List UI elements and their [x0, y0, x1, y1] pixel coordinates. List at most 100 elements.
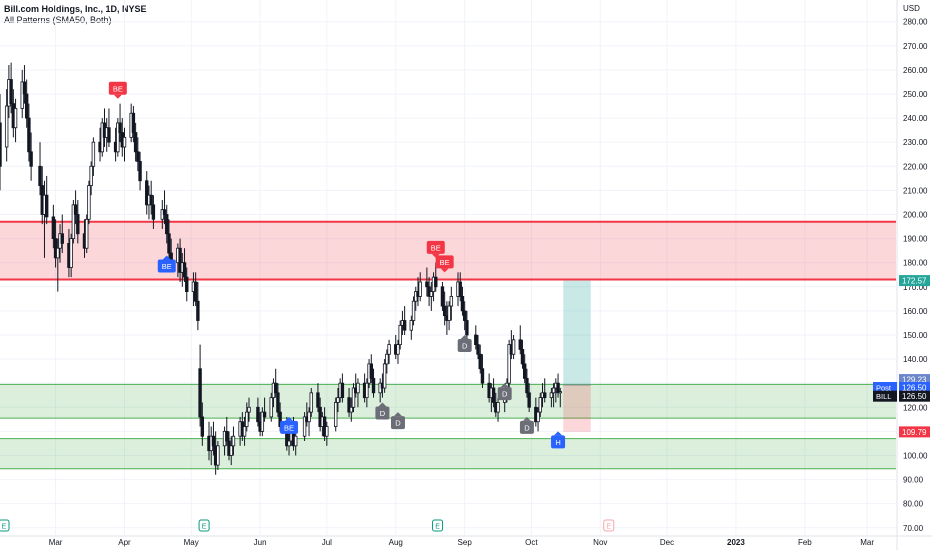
pattern-marker-pointer — [285, 416, 294, 421]
candle — [556, 373, 560, 398]
pattern-marker-d[interactable]: D — [390, 412, 405, 430]
pattern-marker-pointer — [500, 383, 509, 388]
candle — [523, 354, 527, 384]
candle — [69, 233, 73, 278]
pattern-marker-pointer — [162, 255, 171, 260]
pattern-marker-label: D — [380, 409, 386, 418]
candle-body — [447, 305, 451, 321]
pattern-marker-be[interactable]: BE — [157, 255, 176, 273]
pattern-marker-be[interactable]: BE — [435, 255, 454, 273]
candle — [558, 387, 562, 408]
candle-body — [269, 397, 273, 418]
candle-body — [496, 402, 500, 413]
candle — [38, 142, 42, 196]
candle — [149, 180, 153, 215]
candle-body — [474, 334, 478, 346]
pattern-marker-be[interactable]: BE — [280, 416, 299, 434]
candle-body — [425, 281, 429, 288]
candle — [276, 383, 280, 417]
position-profit-zone — [563, 280, 591, 386]
earnings-marker[interactable]: E — [603, 519, 615, 532]
candle-body — [518, 339, 522, 350]
pattern-marker-d[interactable]: D — [375, 402, 390, 420]
price-label-post: Post 126.50 — [873, 382, 930, 394]
candle-body — [245, 411, 249, 427]
x-tick-label: Dec — [660, 538, 674, 547]
candle-body — [85, 218, 89, 249]
candle-body — [491, 387, 496, 403]
pattern-marker-d[interactable]: D — [497, 383, 512, 401]
pattern-marker-pointer — [460, 334, 469, 339]
earnings-marker[interactable]: E — [198, 519, 210, 532]
candle-body — [369, 363, 373, 379]
candle-body — [307, 411, 311, 423]
candle — [398, 320, 402, 350]
candle-body — [231, 435, 236, 447]
price-label-bill: BILL 126.50 — [873, 390, 930, 402]
indicator-label[interactable]: All Patterns (SMA50, Both) — [4, 15, 112, 25]
earnings-marker[interactable]: E — [432, 519, 444, 532]
candle-body — [273, 382, 278, 394]
candle-body — [347, 397, 351, 413]
y-tick-label: 120.00 — [903, 403, 928, 412]
y-tick-label: 90.00 — [903, 476, 924, 485]
candle — [349, 397, 353, 422]
candle — [449, 286, 454, 321]
x-tick-label: Mar — [49, 538, 63, 547]
candle-body — [260, 411, 265, 432]
earnings-marker-label: E — [2, 524, 7, 531]
y-tick-label: 160.00 — [903, 307, 928, 316]
pattern-marker-label: BE — [284, 423, 294, 432]
candle-body — [149, 194, 153, 206]
candle — [162, 190, 167, 225]
candle-body — [138, 161, 142, 182]
pattern-marker-d[interactable]: D — [457, 334, 472, 352]
candle — [133, 122, 138, 162]
candle-body — [242, 426, 247, 437]
earnings-marker-box — [198, 519, 210, 532]
candle-body — [145, 180, 149, 206]
pattern-marker-h[interactable]: H — [551, 431, 566, 449]
candle — [262, 397, 267, 422]
pattern-marker-be[interactable]: BE — [426, 240, 445, 258]
candle — [309, 387, 313, 417]
candle — [447, 301, 451, 331]
price-label-tag-text: Post — [876, 384, 892, 393]
pattern-marker-label: D — [462, 341, 468, 350]
candle-body — [507, 344, 511, 384]
candle-body — [429, 291, 434, 297]
x-tick-label: Feb — [798, 538, 812, 547]
earnings-marker[interactable]: E — [0, 519, 10, 532]
candle — [402, 306, 407, 335]
candle — [225, 416, 229, 446]
pattern-marker-pointer — [431, 253, 440, 258]
pattern-marker-be[interactable]: BE — [108, 81, 127, 99]
candle — [242, 416, 247, 446]
candle-body — [27, 117, 31, 153]
x-tick-label: Nov — [593, 538, 607, 547]
candle — [20, 69, 24, 119]
price-label-tag-text: BILL — [876, 392, 891, 401]
candle-body — [349, 406, 353, 413]
earnings-marker-label: E — [606, 524, 611, 531]
candle — [185, 267, 189, 302]
support-zone-lower — [0, 438, 896, 469]
candle-body — [458, 281, 462, 297]
candle — [465, 310, 469, 340]
candle — [478, 344, 482, 374]
candle-body — [73, 204, 78, 215]
candle — [418, 272, 422, 302]
pattern-marker-d[interactable]: D — [519, 416, 534, 434]
candle-body — [60, 233, 64, 244]
candle-body — [276, 392, 280, 413]
candle-body — [200, 416, 205, 437]
candle-body — [225, 430, 229, 442]
candle-body — [385, 353, 389, 365]
pattern-marker-box — [551, 435, 566, 449]
pattern-marker-label: BE — [113, 84, 123, 93]
candle-body — [316, 392, 320, 408]
candle-body — [462, 310, 467, 321]
candle-body — [118, 122, 122, 133]
candle-body — [402, 320, 407, 331]
